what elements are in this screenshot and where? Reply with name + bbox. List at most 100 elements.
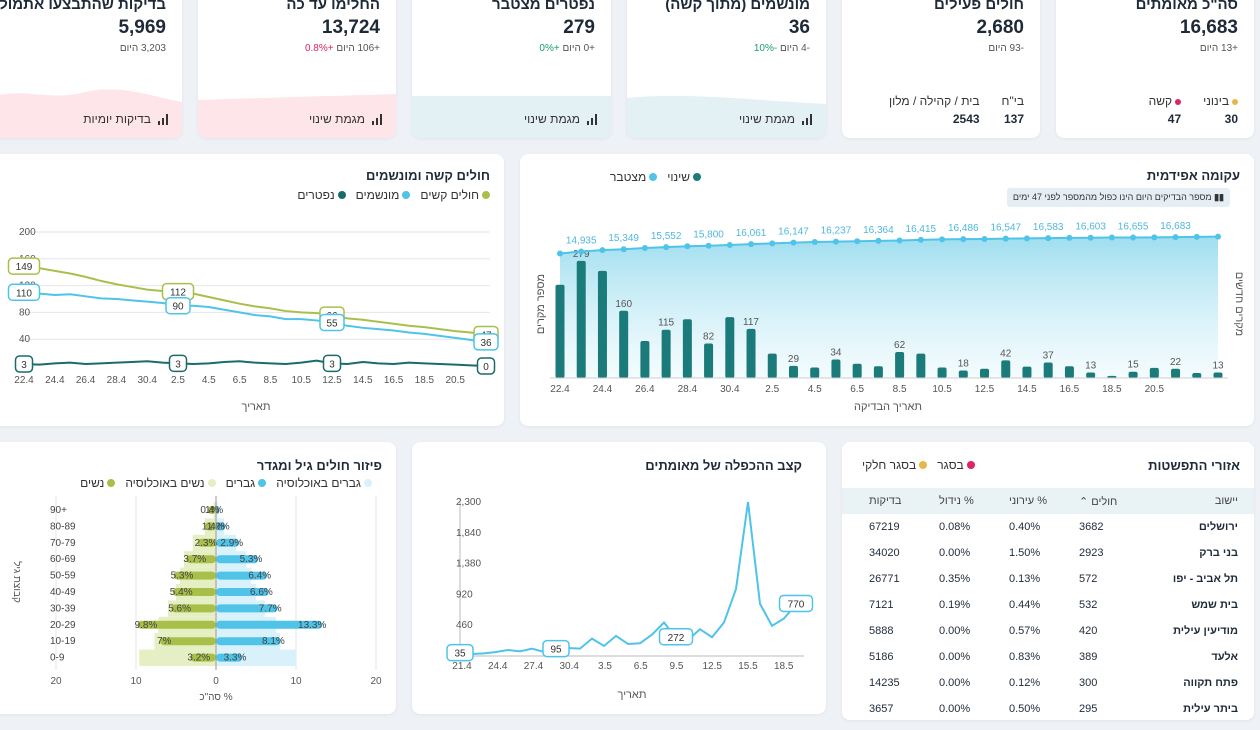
- cumulative-point: [748, 241, 755, 248]
- daily-bar: [873, 366, 883, 378]
- table-row[interactable]: ירושלים 3682 0.40% 0.08% 67219: [842, 514, 1254, 540]
- table-cell: ירושלים: [1198, 521, 1238, 533]
- x-tick-label: 18.5: [774, 661, 794, 672]
- legend-lockdown[interactable]: בסגר: [937, 458, 975, 472]
- legend-severe[interactable]: חולים קשים: [420, 188, 490, 202]
- women-bar: [173, 571, 216, 580]
- kpi-title: בדיקות שהתבצעו אתמול: [0, 0, 166, 13]
- daily-bar-label: 42: [1000, 348, 1012, 359]
- x-tick-label: 0: [213, 676, 219, 687]
- women-value-label: 5.4%: [170, 587, 193, 598]
- legend-ventilated[interactable]: מונשמים: [356, 188, 411, 202]
- legend-men[interactable]: גברים: [226, 476, 267, 490]
- men-bar: [216, 653, 243, 662]
- women-value-label: 9.8%: [135, 620, 158, 631]
- col-tests[interactable]: בדיקות: [869, 495, 902, 507]
- y-axis-title: קבוצת גיל: [11, 561, 23, 603]
- kpi-title: החלימו עד כה: [286, 0, 380, 13]
- table-cell: 0.08%: [939, 521, 971, 533]
- x-tick-label: 3.5: [598, 661, 612, 672]
- table-row[interactable]: אלעד 389 0.83% 0.00% 5186: [842, 644, 1254, 670]
- table-row[interactable]: בית שמש 532 0.44% 0.19% 7121: [842, 592, 1254, 618]
- age-group-label: 50-59: [50, 571, 76, 582]
- kpi-card-deceased[interactable]: נפטרים מצטבר 279 +0 היום +0% מגמת שינוי: [412, 0, 611, 138]
- x-axis-title: % סה"כ: [199, 692, 232, 703]
- table-row[interactable]: ביתר עילית 295 0.50% 0.00% 3657: [842, 696, 1254, 720]
- trend-link[interactable]: מגמת שינוי: [739, 112, 812, 126]
- cumulative-point: [960, 236, 967, 243]
- x-tick-label: 10: [130, 676, 142, 687]
- x-tick-label: 30.4: [720, 384, 740, 395]
- point-label: 3: [329, 359, 335, 370]
- col-growth-pct[interactable]: % נידול: [939, 495, 974, 507]
- kpi-card-ventilated[interactable]: מונשמים (מתוך קשה) 36 -4 היום -10% מגמת …: [627, 0, 826, 138]
- daily-bar: [619, 310, 629, 378]
- table-row[interactable]: פתח תקווה 300 0.12% 0.00% 14235: [842, 670, 1254, 696]
- legend-daily[interactable]: שינוי: [667, 170, 701, 184]
- cumulative-point: [1193, 233, 1200, 240]
- kpi-card-confirmed[interactable]: סה"כ מאומתים 16,683 +13 היום בינוני 30 קש…: [1056, 0, 1254, 138]
- x-tick-label: 4.5: [808, 384, 822, 395]
- age-group-label: 60-69: [50, 554, 76, 565]
- daily-bar-label: 18: [958, 358, 970, 369]
- table-cell: 0.83%: [1009, 651, 1041, 663]
- daily-bar-label: 117: [743, 317, 759, 328]
- cumulative-point: [854, 238, 861, 245]
- daily-bar: [682, 319, 692, 378]
- men-bar: [216, 555, 259, 564]
- col-urban-pct[interactable]: % עירוני: [1009, 495, 1047, 507]
- trend-icon: [370, 113, 382, 125]
- cumulative-point: [1215, 233, 1221, 240]
- table-cell: 0.35%: [939, 573, 971, 585]
- age-group-label: 30-39: [50, 603, 76, 614]
- col-city[interactable]: יישוב: [1214, 495, 1238, 507]
- chart-bars-icon: ▮▮: [1211, 192, 1224, 202]
- table-row[interactable]: תל אביב - יפו 572 0.13% 0.35% 26771: [842, 566, 1254, 592]
- legend-women-pop[interactable]: נשים באוכלוסיה: [125, 476, 216, 490]
- women-value-label: 2.3%: [195, 538, 218, 549]
- x-axis-title: תאריך: [618, 689, 647, 701]
- x-tick-label: 16.5: [384, 375, 404, 386]
- table-row[interactable]: מודיעין עילית 420 0.57% 0.00% 5888: [842, 618, 1254, 644]
- daily-bar: [895, 351, 905, 378]
- legend-men-pop[interactable]: גברים באוכלוסיה: [276, 476, 372, 490]
- kpi-card-tests[interactable]: בדיקות שהתבצעו אתמול 5,969 3,203 היום בד…: [0, 0, 182, 138]
- doubling-card: קצב ההכפלה של מאומתים 460 920 1,380 1,840 2,…: [412, 442, 826, 714]
- table-cell: אלעד: [1211, 651, 1238, 663]
- cumulative-point: [1130, 234, 1137, 241]
- table-cell: מודיעין עילית: [1173, 625, 1238, 637]
- men-value-label: 6.4%: [248, 571, 271, 582]
- trend-link[interactable]: מגמת שינוי: [524, 112, 597, 126]
- col-patients[interactable]: חולים ⌃: [1079, 495, 1118, 508]
- legend-partial-lockdown[interactable]: בסגר חלקי: [862, 458, 928, 472]
- table-cell: 295: [1079, 703, 1098, 715]
- kpi-card-recovered[interactable]: החלימו עד כה 13,724 +106 היום +0.8% מגמת…: [198, 0, 396, 138]
- x-tick-label: 21.4: [452, 661, 472, 672]
- daily-bar: [1107, 375, 1117, 378]
- cumulative-label: 16,683: [1160, 221, 1191, 232]
- daily-bar: [1149, 367, 1159, 378]
- daily-bar-label: 29: [788, 354, 800, 365]
- cumulative-label: 16,364: [863, 225, 894, 236]
- cumulative-point: [811, 238, 818, 245]
- legend-deceased[interactable]: נפטרים: [297, 188, 346, 202]
- cumulative-point: [1172, 234, 1179, 241]
- daily-tests-link[interactable]: בדיקות יומיות: [83, 112, 168, 126]
- x-tick-label: 28.4: [678, 384, 698, 395]
- table-cell: 5888: [869, 625, 894, 637]
- point-label: 112: [170, 288, 186, 299]
- trend-link[interactable]: מגמת שינוי: [309, 112, 382, 126]
- legend-cumulative[interactable]: מצטבר: [610, 170, 658, 184]
- men-bar: [216, 620, 323, 629]
- kpi-split: בי"ח 137 בית / קהילה / מלון 2543: [888, 94, 1024, 126]
- table-row[interactable]: בני ברק 2923 1.50% 0.00% 34020: [842, 540, 1254, 566]
- x-tick-label: 6.5: [850, 384, 864, 395]
- men-value-label: 13.3%: [298, 620, 326, 631]
- daily-bar: [1213, 372, 1223, 378]
- kpi-card-active[interactable]: חולים פעילים 2,680 -93 היום בי"ח 137 בית …: [842, 0, 1040, 138]
- table-cell: בית שמש: [1191, 599, 1238, 611]
- legend-women[interactable]: נשים: [80, 476, 116, 490]
- epi-legend: שינוי מצטבר: [610, 170, 701, 184]
- men-value-label: 2.9%: [220, 538, 243, 549]
- men-value-label: 3.3%: [224, 653, 247, 664]
